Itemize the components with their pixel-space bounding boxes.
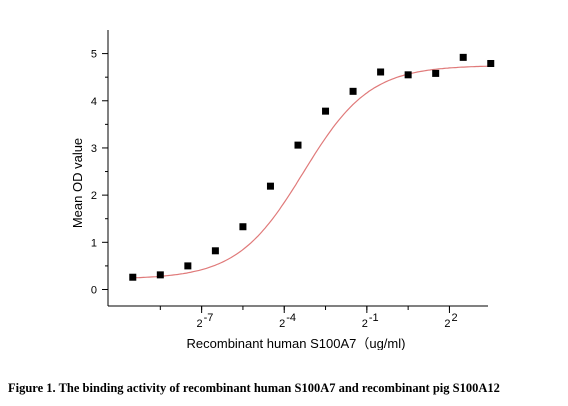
y-axis: 0 1 2 3 4 5 xyxy=(91,30,109,306)
data-point xyxy=(211,247,219,255)
data-point xyxy=(432,69,440,77)
data-point xyxy=(266,182,274,190)
figure-caption: Figure 1. The binding activity of recomb… xyxy=(8,381,500,395)
y-tick-label: 0 xyxy=(91,284,97,296)
x-axis: 2 -7 2 -4 2 -1 2 2 xyxy=(108,305,488,330)
x-axis-title: Recombinant human S100A7（ug/ml) xyxy=(187,336,406,350)
x-tick-label: 2 xyxy=(362,318,368,330)
y-axis-title: Mean OD value xyxy=(70,138,85,228)
fit-curve xyxy=(132,65,491,279)
x-tick-exponent: -1 xyxy=(369,312,379,324)
data-point xyxy=(377,68,385,76)
data-point xyxy=(459,53,467,61)
data-point xyxy=(184,262,192,270)
data-point xyxy=(294,141,302,149)
data-point xyxy=(487,59,495,67)
x-tick-label: 2 xyxy=(279,318,285,330)
data-point xyxy=(322,107,330,115)
x-tick-label: 2 xyxy=(197,318,203,330)
y-tick-label: 2 xyxy=(91,190,97,202)
data-point xyxy=(239,223,247,231)
x-tick-exponent: -4 xyxy=(286,312,296,324)
data-point xyxy=(349,87,357,95)
data-point xyxy=(156,271,164,279)
x-tick-exponent: -7 xyxy=(204,312,214,324)
y-tick-label: 3 xyxy=(91,143,97,155)
y-tick-label: 1 xyxy=(91,237,97,249)
data-point xyxy=(404,71,412,79)
x-tick-label: 2 xyxy=(444,318,450,330)
y-tick-label: 4 xyxy=(91,96,97,108)
x-tick-exponent: 2 xyxy=(451,312,457,324)
data-point xyxy=(129,273,137,281)
y-tick-label: 5 xyxy=(91,49,97,61)
data-points xyxy=(129,53,495,281)
